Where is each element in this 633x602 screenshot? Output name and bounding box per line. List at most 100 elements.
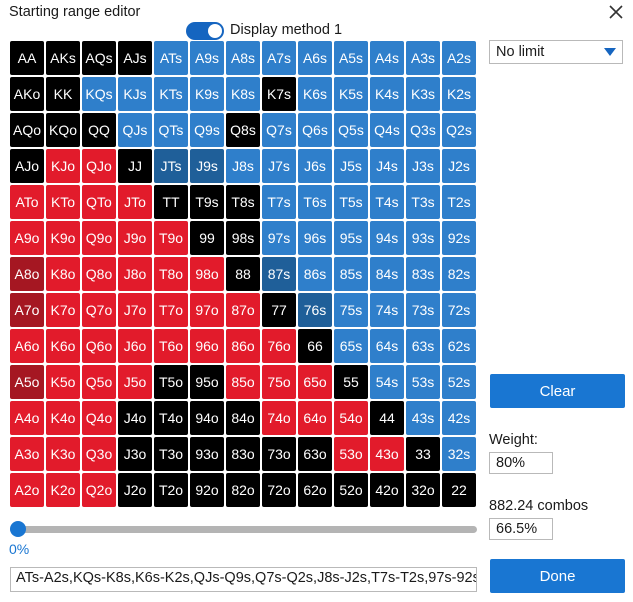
hand-cell[interactable]: 64o [298,401,332,435]
hand-cell[interactable]: A8o [10,257,44,291]
hand-cell[interactable]: 43o [370,437,404,471]
hand-cell[interactable]: 32s [442,437,476,471]
hand-cell[interactable]: A8s [226,41,260,75]
hand-cell[interactable]: J8s [226,149,260,183]
range-slider-track[interactable] [10,526,477,533]
hand-cell[interactable]: A4s [370,41,404,75]
hand-cell[interactable]: 83o [226,437,260,471]
hand-cell[interactable]: 33 [406,437,440,471]
hand-cell[interactable]: 42s [442,401,476,435]
hand-cell[interactable]: Q3s [406,113,440,147]
hand-cell[interactable]: Q5s [334,113,368,147]
hand-cell[interactable]: K9o [46,221,80,255]
hand-cell[interactable]: AA [10,41,44,75]
hand-cell[interactable]: 95o [190,365,224,399]
hand-cell[interactable]: 42o [370,473,404,507]
hand-cell[interactable]: 72s [442,293,476,327]
hand-cell[interactable]: AKo [10,77,44,111]
hand-cell[interactable]: K3o [46,437,80,471]
hand-cell[interactable]: 53o [334,437,368,471]
hand-cell[interactable]: J5s [334,149,368,183]
hand-cell[interactable]: 84o [226,401,260,435]
hand-cell[interactable]: 87o [226,293,260,327]
hand-cell[interactable]: 87s [262,257,296,291]
hand-cell[interactable]: A2o [10,473,44,507]
hand-cell[interactable]: AQs [82,41,116,75]
hand-cell[interactable]: 43s [406,401,440,435]
hand-cell[interactable]: A5s [334,41,368,75]
clear-button[interactable]: Clear [490,374,625,408]
hand-cell[interactable]: QQ [82,113,116,147]
hand-cell[interactable]: KJs [118,77,152,111]
hand-cell[interactable]: A3s [406,41,440,75]
hand-cell[interactable]: 65o [298,365,332,399]
hand-cell[interactable]: TT [154,185,188,219]
range-string-input[interactable]: ATs-A2s,KQs-K8s,K6s-K2s,QJs-Q9s,Q7s-Q2s,… [10,567,477,592]
hand-cell[interactable]: K7o [46,293,80,327]
hand-cell[interactable]: J2s [442,149,476,183]
hand-cell[interactable]: K2o [46,473,80,507]
hand-cell[interactable]: 98o [190,257,224,291]
hand-cell[interactable]: QJs [118,113,152,147]
hand-cell[interactable]: T5o [154,365,188,399]
hand-cell[interactable]: 82s [442,257,476,291]
hand-cell[interactable]: AQo [10,113,44,147]
hand-cell[interactable]: Q7o [82,293,116,327]
hand-cell[interactable]: T6o [154,329,188,363]
hand-cell[interactable]: T9s [190,185,224,219]
hand-cell[interactable]: J4o [118,401,152,435]
hand-cell[interactable]: 76o [262,329,296,363]
hand-cell[interactable]: J9s [190,149,224,183]
hand-cell[interactable]: J7o [118,293,152,327]
hand-cell[interactable]: 94s [370,221,404,255]
hand-cell[interactable]: 22 [442,473,476,507]
hand-cell[interactable]: 85o [226,365,260,399]
hand-cell[interactable]: 95s [334,221,368,255]
hand-cell[interactable]: 76s [298,293,332,327]
hand-cell[interactable]: A2s [442,41,476,75]
hand-cell[interactable]: JJ [118,149,152,183]
hand-cell[interactable]: T2s [442,185,476,219]
hand-cell[interactable]: 62s [442,329,476,363]
hand-cell[interactable]: T7s [262,185,296,219]
hand-cell[interactable]: T4o [154,401,188,435]
hand-cell[interactable]: A6o [10,329,44,363]
hand-cell[interactable]: 75s [334,293,368,327]
hand-cell[interactable]: 82o [226,473,260,507]
hand-cell[interactable]: QJo [82,149,116,183]
hand-cell[interactable]: 94o [190,401,224,435]
hand-cell[interactable]: 97o [190,293,224,327]
hand-cell[interactable]: AKs [46,41,80,75]
hand-cell[interactable]: 55 [334,365,368,399]
hand-cell[interactable]: ATs [154,41,188,75]
hand-cell[interactable]: 92o [190,473,224,507]
hand-cell[interactable]: J9o [118,221,152,255]
hand-cell[interactable]: QTo [82,185,116,219]
hand-cell[interactable]: Q2o [82,473,116,507]
hand-cell[interactable]: 64s [370,329,404,363]
hand-cell[interactable]: 66 [298,329,332,363]
hand-cell[interactable]: T8s [226,185,260,219]
hand-cell[interactable]: T5s [334,185,368,219]
hand-cell[interactable]: 77 [262,293,296,327]
hand-cell[interactable]: AJs [118,41,152,75]
hand-cell[interactable]: 83s [406,257,440,291]
hand-cell[interactable]: J4s [370,149,404,183]
hand-cell[interactable]: T7o [154,293,188,327]
hand-cell[interactable]: 98s [226,221,260,255]
hand-cell[interactable]: K5s [334,77,368,111]
hand-cell[interactable]: 86o [226,329,260,363]
hand-cell[interactable]: Q6s [298,113,332,147]
hand-cell[interactable]: K6o [46,329,80,363]
done-button[interactable]: Done [490,559,625,593]
hand-cell[interactable]: K4o [46,401,80,435]
hand-cell[interactable]: K8s [226,77,260,111]
hand-cell[interactable]: Q5o [82,365,116,399]
hand-cell[interactable]: 93o [190,437,224,471]
hand-cell[interactable]: T2o [154,473,188,507]
hand-cell[interactable]: 32o [406,473,440,507]
hand-cell[interactable]: J6o [118,329,152,363]
hand-cell[interactable]: A9o [10,221,44,255]
hand-cell[interactable]: A9s [190,41,224,75]
weight-input[interactable]: 80% [489,452,553,474]
